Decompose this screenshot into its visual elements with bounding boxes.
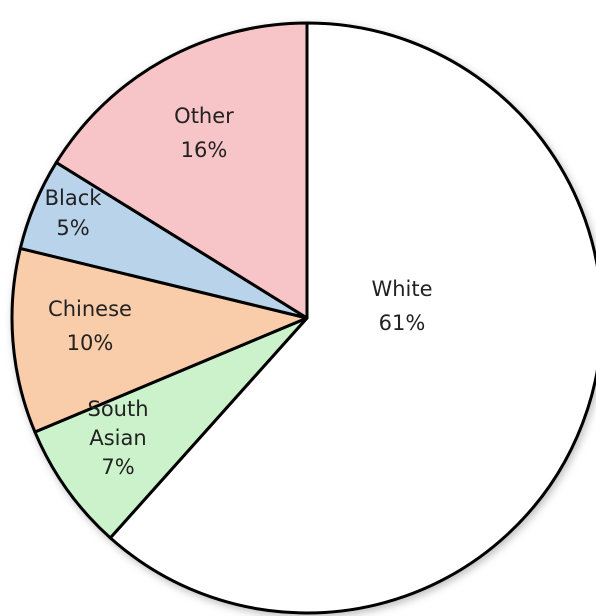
pie-slice-chinese [10, 246, 309, 434]
pie-label-white: White 61% [371, 277, 432, 335]
pie-slice-white [108, 21, 596, 615]
pie-label-black: Black 5% [45, 186, 103, 240]
pie-slice-south-asian [33, 316, 309, 540]
pie-labels: White 61% South Asian 7% Chinese 10% Black 5% Oth… [45, 104, 433, 479]
pie-label-other: Other 16% [174, 104, 234, 162]
pie-slices [10, 21, 596, 615]
pie-slice-other [54, 21, 309, 320]
pie-label-south-asian: South Asian 7% [87, 397, 148, 479]
pie-label-chinese: Chinese 10% [48, 297, 132, 355]
